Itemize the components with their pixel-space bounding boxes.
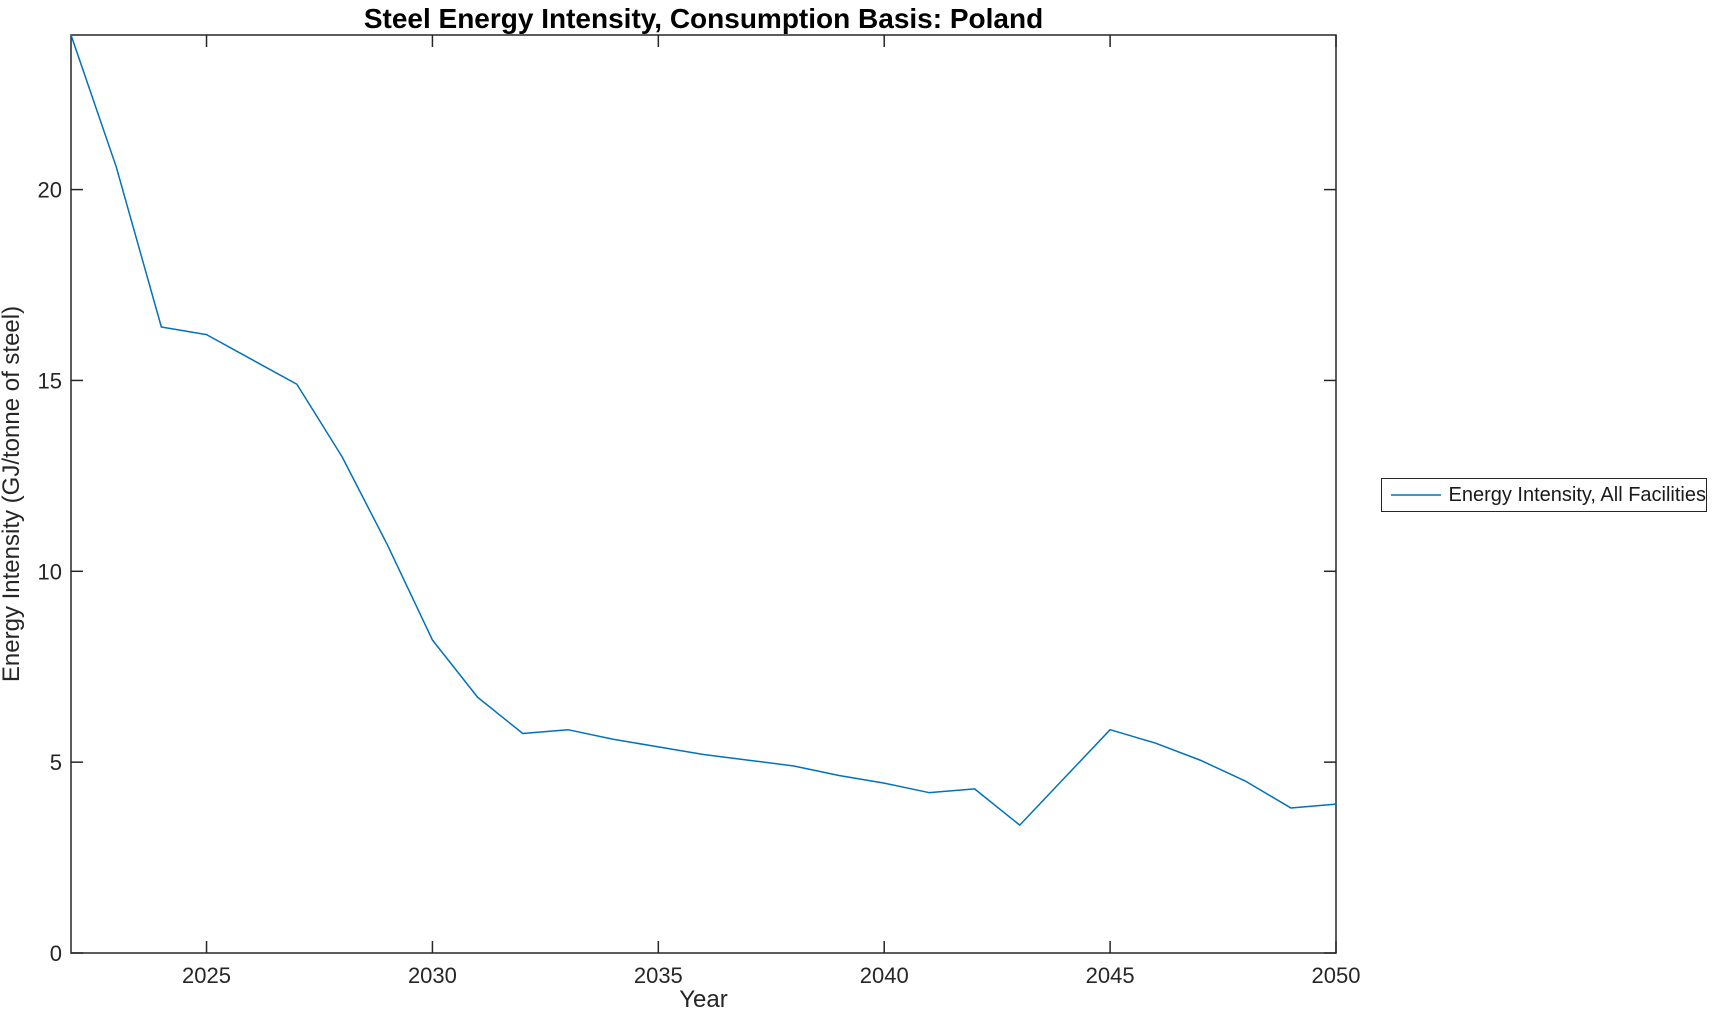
x-tick-label: 2040 [860,963,909,988]
x-tick-label: 2050 [1312,963,1361,988]
y-axis-label: Energy Intensity (GJ/tonne of steel) [0,305,25,683]
x-tick-label: 2045 [1086,963,1135,988]
y-tick-label: 15 [38,368,62,393]
x-tick-label: 2025 [182,963,231,988]
series-line-energy-intensity [70,34,1337,826]
legend-box: Energy Intensity, All Facilities [1381,478,1707,512]
axes-border [70,34,1337,954]
legend-entry-label: Energy Intensity, All Facilities [1448,483,1706,506]
y-tick-label: 20 [38,178,62,203]
x-tick-label: 2035 [634,963,683,988]
y-tick-label: 0 [50,941,62,966]
chart-title: Steel Energy Intensity, Consumption Basi… [363,3,1044,34]
x-axis-label: Year [679,986,728,1013]
y-tick-label: 10 [38,559,62,584]
x-tick-label: 2030 [408,963,457,988]
legend-line-sample [1391,494,1442,496]
y-tick-label: 5 [50,750,62,775]
